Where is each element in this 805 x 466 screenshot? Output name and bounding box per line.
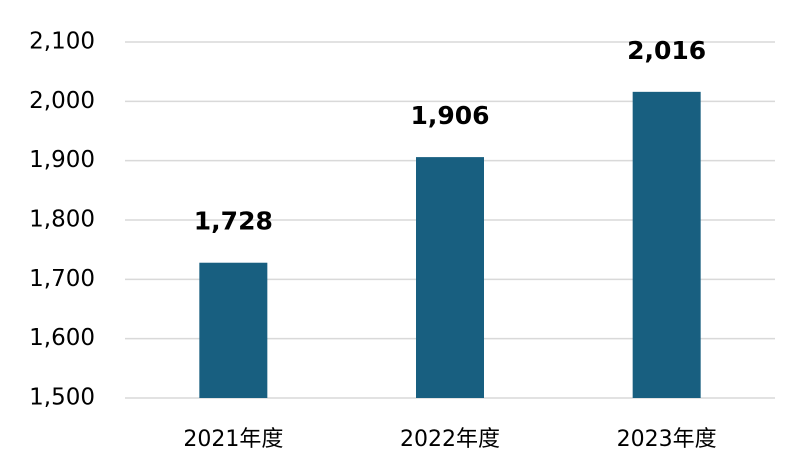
bar: [199, 262, 268, 398]
y-tick-label: 2,100: [29, 29, 95, 55]
bar: [416, 157, 484, 398]
y-tick-label: 1,500: [29, 385, 95, 411]
y-tick-label: 2,000: [29, 88, 95, 114]
y-tick-label: 1,900: [29, 147, 95, 173]
bar: [632, 91, 701, 398]
x-tick-label: 2023年度: [617, 427, 717, 452]
value-label: 1,728: [194, 207, 273, 236]
x-tick-label: 2022年度: [400, 427, 500, 452]
y-tick-label: 1,800: [29, 207, 95, 233]
y-tick-label: 1,600: [29, 325, 95, 351]
x-tick-label: 2021年度: [183, 427, 283, 452]
y-tick-label: 1,700: [29, 266, 95, 292]
value-label: 2,016: [627, 36, 706, 65]
value-label: 1,906: [410, 101, 489, 130]
